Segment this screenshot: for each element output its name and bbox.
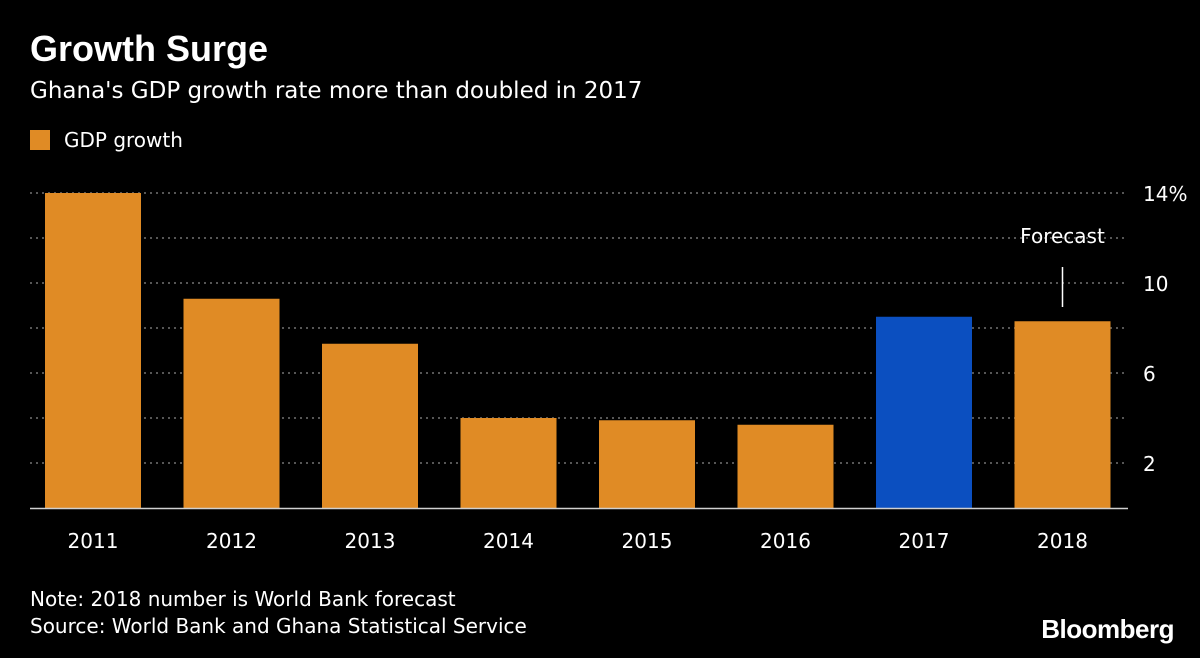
bar-2018 [1014, 321, 1111, 508]
bar-2011 [45, 193, 141, 508]
x-tick-label: 2012 [206, 529, 257, 553]
x-tick-label: 2011 [68, 529, 119, 553]
bloomberg-logo: Bloomberg [1041, 614, 1174, 644]
y-tick-label: 14% [1143, 182, 1187, 206]
x-tick-label: 2014 [483, 529, 534, 553]
x-tick-label: 2016 [760, 529, 811, 553]
bar-2014 [460, 418, 557, 508]
y-tick-label: 2 [1143, 452, 1156, 476]
legend-label: GDP growth [64, 128, 183, 152]
footnotes: Note: 2018 number is World Bank forecast… [30, 586, 527, 640]
x-tick-label: 2017 [899, 529, 950, 553]
y-tick-label: 10 [1143, 272, 1168, 296]
bar-2012 [183, 298, 280, 508]
legend: GDP growth [30, 128, 183, 152]
x-tick-label: 2018 [1037, 529, 1088, 553]
x-axis-tick-labels: 2011 2012 2013 2014 2015 2016 2017 2018 [68, 529, 1088, 553]
bar-2015 [599, 420, 695, 508]
forecast-annotation: Forecast [1020, 224, 1105, 307]
bars [45, 193, 1111, 508]
x-tick-label: 2013 [345, 529, 396, 553]
legend-swatch [30, 130, 50, 150]
source-text: Source: World Bank and Ghana Statistical… [30, 614, 527, 638]
y-tick-label: 6 [1143, 362, 1156, 386]
bar-2013 [322, 343, 418, 508]
y-axis-tick-labels: 2 6 10 14% [1143, 182, 1187, 476]
annotation-label: Forecast [1020, 224, 1105, 248]
chart-subtitle: Ghana's GDP growth rate more than double… [30, 78, 643, 104]
x-tick-label: 2015 [622, 529, 673, 553]
bar-2017 [876, 316, 972, 508]
note-text: Note: 2018 number is World Bank forecast [30, 587, 456, 611]
chart-title: Growth Surge [30, 28, 269, 69]
bar-2016 [737, 424, 834, 508]
